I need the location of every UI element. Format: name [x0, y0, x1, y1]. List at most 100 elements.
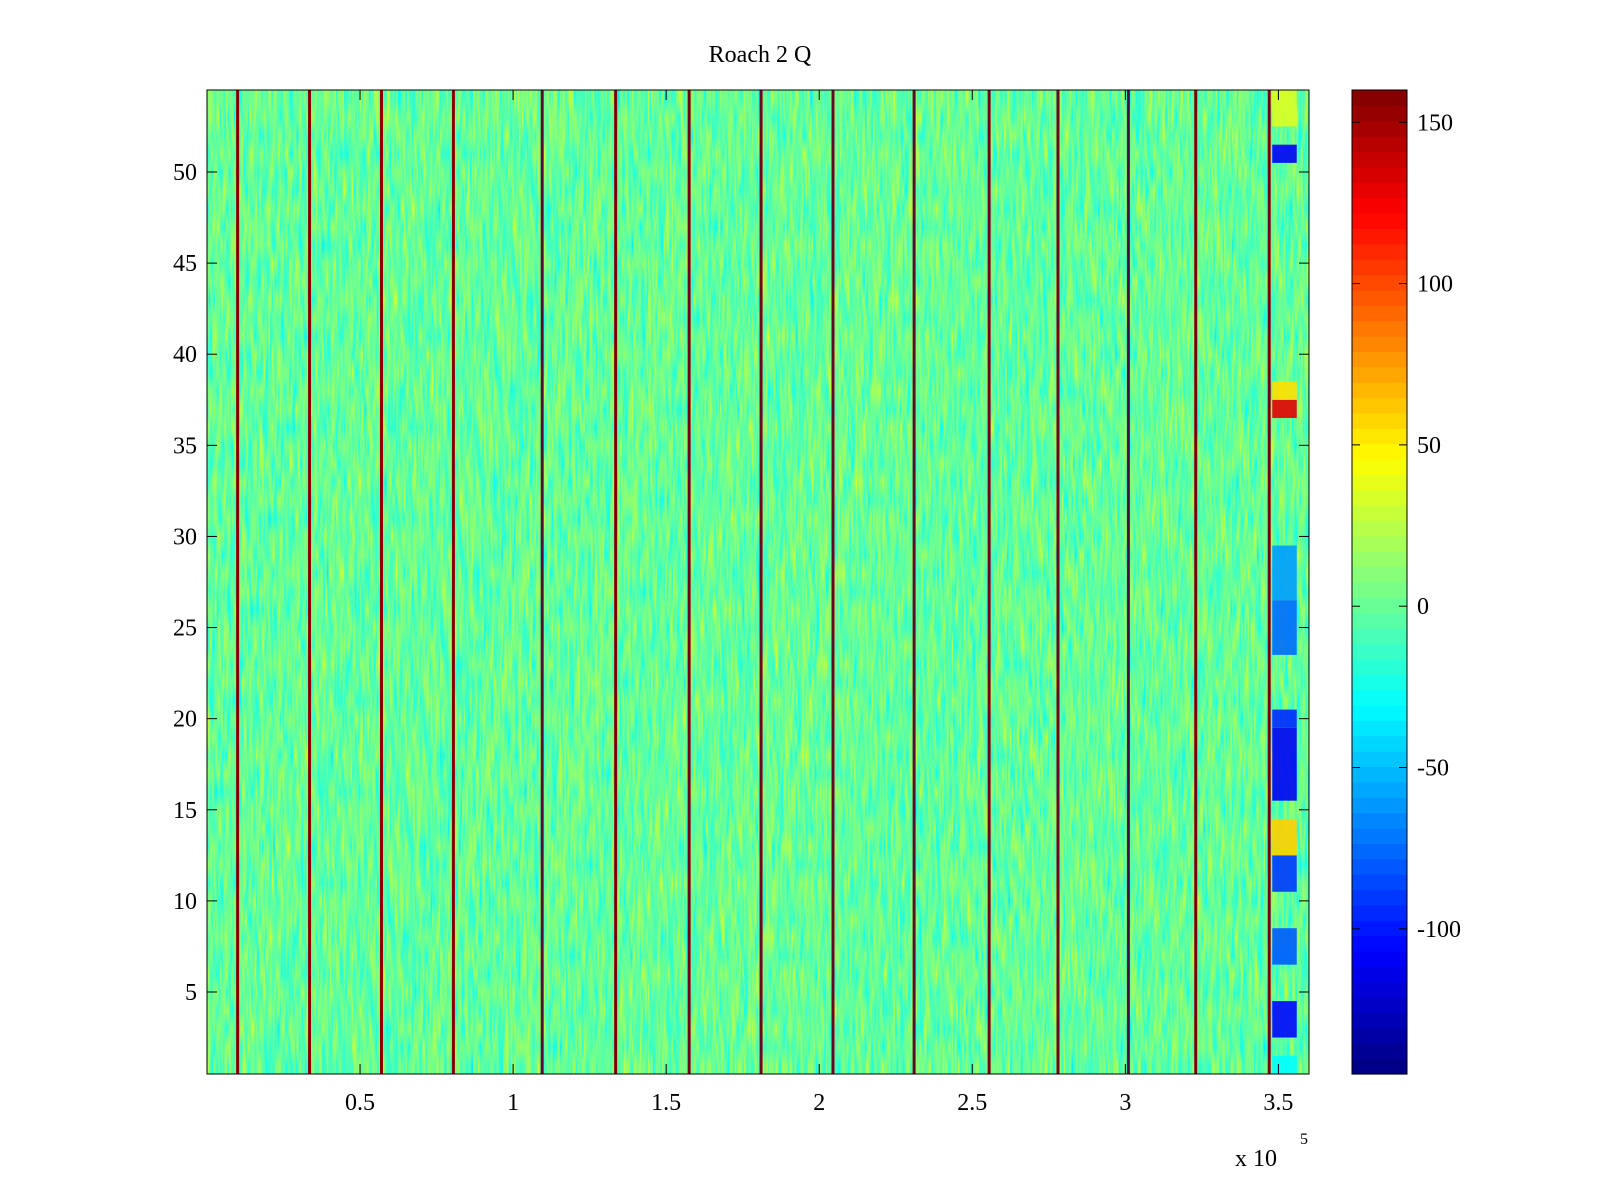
x-tick-label: 0.5 — [345, 1090, 375, 1116]
colorbar-band — [1352, 904, 1407, 921]
colorbar-band — [1352, 674, 1407, 691]
colorbar-band — [1352, 735, 1407, 752]
colorbar-band — [1352, 643, 1407, 660]
y-tick-label: 10 — [173, 889, 197, 915]
vertical-stripe-core — [913, 90, 915, 1074]
colorbar-band — [1352, 90, 1407, 106]
colorbar-band — [1352, 382, 1407, 399]
colorbar-tick-label: 50 — [1417, 433, 1441, 459]
colorbar-band — [1352, 459, 1407, 475]
vertical-stripe-core — [760, 90, 762, 1074]
vertical-stripe-core — [988, 90, 990, 1074]
colorbar-band — [1352, 182, 1407, 199]
edge-cell — [1272, 90, 1297, 127]
colorbar-tick-label: -50 — [1417, 756, 1449, 782]
colorbar-band — [1352, 197, 1407, 214]
colorbar-frame — [1351, 89, 1408, 1075]
colorbar-band — [1352, 858, 1407, 875]
y-tick-label: 50 — [173, 160, 197, 186]
colorbar-band — [1352, 443, 1407, 460]
y-tick-label: 15 — [173, 798, 197, 824]
x-tick-label: 3 — [1119, 1090, 1131, 1116]
x-multiplier-exponent: 5 — [1300, 1131, 1308, 1148]
colorbar-band — [1352, 766, 1407, 783]
colorbar-band — [1352, 951, 1407, 967]
colorbar-band — [1352, 720, 1407, 737]
colorbar-tick-label: -100 — [1417, 917, 1461, 943]
colorbar-band — [1352, 412, 1407, 429]
colorbar-band — [1352, 566, 1407, 583]
colorbar-band — [1352, 428, 1407, 445]
colorbar-band — [1352, 105, 1407, 122]
y-tick-label: 45 — [173, 251, 197, 277]
vertical-stripes — [236, 90, 1297, 1074]
vertical-stripe-core — [1268, 90, 1270, 1074]
y-axis: 5 10 15 20 25 30 35 40 45 50 — [173, 160, 1309, 1006]
colorbar-band — [1352, 213, 1407, 229]
colorbar-band — [1352, 228, 1407, 245]
colorbar-band — [1352, 705, 1407, 721]
vertical-stripe-core — [832, 90, 834, 1074]
colorbar-band — [1352, 120, 1407, 137]
y-tick-label: 30 — [173, 524, 197, 550]
edge-cell — [1272, 818, 1297, 856]
vertical-stripe-core — [1127, 90, 1129, 1074]
colorbar-band — [1352, 397, 1407, 414]
vertical-stripe-core — [688, 90, 690, 1074]
colorbar-band — [1352, 320, 1407, 337]
edge-cell — [1272, 727, 1297, 801]
x-tick-label: 1.5 — [651, 1090, 681, 1116]
vertical-stripe-core — [615, 90, 617, 1074]
colorbar-band — [1352, 797, 1407, 814]
colorbar-band — [1352, 520, 1407, 537]
colorbar-band — [1352, 505, 1407, 522]
colorbar-band — [1352, 474, 1407, 491]
colorbar-band — [1352, 689, 1407, 706]
colorbar-band — [1352, 336, 1407, 352]
colorbar-band — [1352, 259, 1407, 276]
colorbar-band — [1352, 305, 1407, 322]
colorbar-band — [1352, 935, 1407, 952]
vertical-stripe-core — [1057, 90, 1059, 1074]
colorbar-band — [1352, 751, 1407, 768]
colorbar-band — [1352, 489, 1407, 506]
colorbar-band — [1352, 1012, 1407, 1029]
colorbar-band — [1352, 828, 1407, 844]
x-multiplier-base: x 10 — [1235, 1146, 1277, 1172]
colorbar-band — [1352, 843, 1407, 860]
colorbar-band — [1352, 535, 1407, 552]
colorbar-band — [1352, 243, 1407, 260]
colorbar-tick-label: 100 — [1417, 272, 1453, 298]
y-tick-label: 40 — [173, 342, 197, 368]
colorbar-band — [1352, 136, 1407, 153]
colorbar: 150 100 50 0 -50 -100 — [1351, 89, 1461, 1075]
y-tick-label: 35 — [173, 433, 197, 459]
colorbar-band — [1352, 1027, 1407, 1044]
edge-cell — [1272, 381, 1297, 400]
heatmap-image — [207, 90, 1309, 1074]
vertical-stripe-core — [1195, 90, 1197, 1074]
colorbar-band — [1352, 582, 1407, 598]
edge-cell — [1272, 855, 1297, 892]
colorbar-band — [1352, 151, 1407, 168]
colorbar-band — [1352, 874, 1407, 891]
edge-cell — [1272, 600, 1297, 655]
x-tick-label: 1 — [507, 1090, 519, 1116]
colorbar-band — [1352, 920, 1407, 937]
colorbar-tick-label: 150 — [1417, 110, 1453, 136]
colorbar-band — [1352, 166, 1407, 183]
colorbar-band — [1352, 889, 1407, 906]
y-tick-label: 5 — [185, 980, 197, 1006]
vertical-stripe-core — [452, 90, 454, 1074]
colorbar-band — [1352, 366, 1407, 383]
colorbar-band — [1352, 781, 1407, 798]
x-multiplier-label: x 10 — [1235, 1146, 1277, 1172]
x-tick-label: 2.5 — [957, 1090, 987, 1116]
edge-cell — [1272, 928, 1297, 965]
colorbar-band — [1352, 612, 1407, 629]
edge-cell — [1272, 709, 1297, 728]
colorbar-band — [1352, 812, 1407, 829]
vertical-stripe-core — [380, 90, 382, 1074]
